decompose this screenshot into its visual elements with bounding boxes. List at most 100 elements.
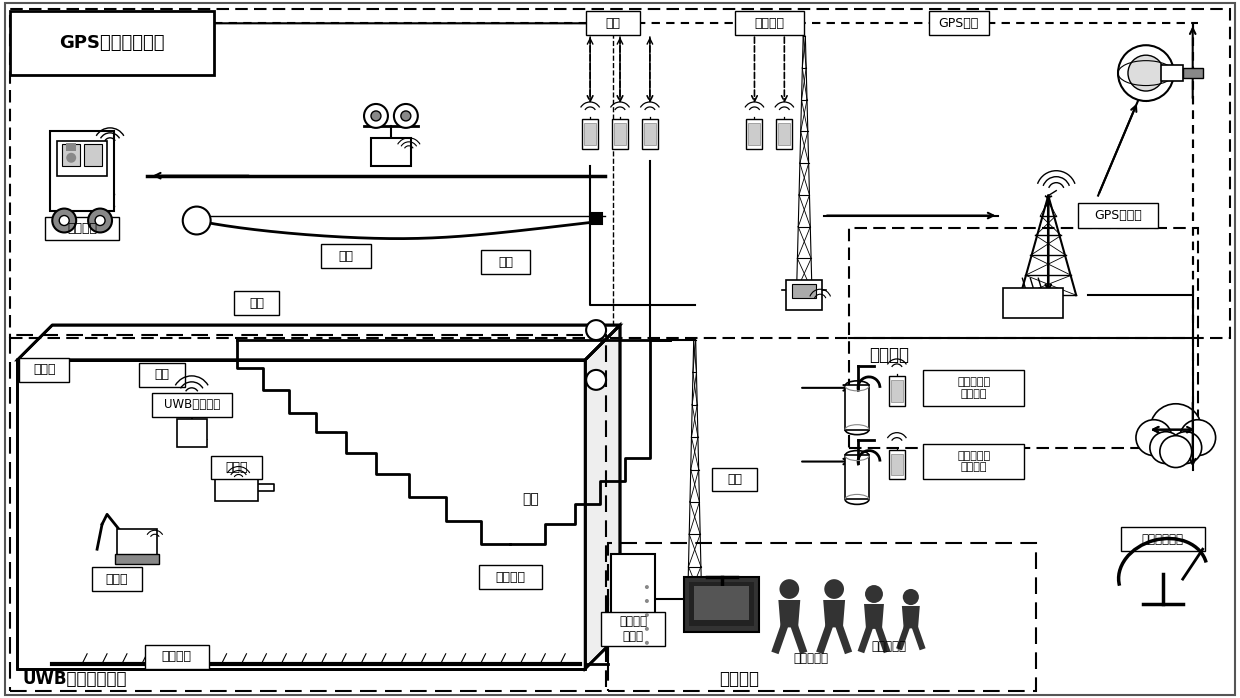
FancyBboxPatch shape xyxy=(10,11,213,75)
Bar xyxy=(590,213,603,225)
FancyBboxPatch shape xyxy=(929,11,988,36)
Bar xyxy=(371,138,410,165)
Text: 振捣机: 振捣机 xyxy=(105,572,128,586)
Circle shape xyxy=(394,104,418,128)
Bar xyxy=(890,454,903,475)
Polygon shape xyxy=(864,604,884,629)
FancyBboxPatch shape xyxy=(151,393,232,417)
Polygon shape xyxy=(901,606,920,628)
Circle shape xyxy=(371,111,381,121)
Bar xyxy=(846,385,869,430)
Text: 缆机副塔: 缆机副塔 xyxy=(754,17,785,30)
FancyBboxPatch shape xyxy=(211,456,263,480)
Circle shape xyxy=(645,613,649,617)
Text: 组合定位: 组合定位 xyxy=(869,346,909,364)
Bar xyxy=(1161,65,1183,81)
Text: 施工管理员: 施工管理员 xyxy=(794,652,828,665)
FancyBboxPatch shape xyxy=(734,11,805,36)
Circle shape xyxy=(825,579,844,599)
FancyBboxPatch shape xyxy=(923,370,1024,406)
Text: 坝体: 坝体 xyxy=(522,492,538,507)
Circle shape xyxy=(645,585,649,589)
Circle shape xyxy=(1136,419,1172,456)
Bar xyxy=(688,582,754,626)
Circle shape xyxy=(365,104,388,128)
Text: 通讯光纤: 通讯光纤 xyxy=(161,651,192,663)
FancyBboxPatch shape xyxy=(1078,202,1158,228)
Text: 通讯光纤: 通讯光纤 xyxy=(496,570,526,584)
Circle shape xyxy=(587,320,606,340)
Circle shape xyxy=(645,627,649,631)
Circle shape xyxy=(587,370,606,390)
Bar xyxy=(746,119,763,149)
Circle shape xyxy=(66,153,76,163)
Text: UWB定位基站: UWB定位基站 xyxy=(164,399,219,411)
Text: 系统用户: 系统用户 xyxy=(719,669,760,688)
Bar xyxy=(613,119,627,149)
Bar xyxy=(786,281,822,310)
Circle shape xyxy=(1159,436,1192,468)
Text: 缆机操纵员: 缆机操纵员 xyxy=(872,640,906,653)
Bar xyxy=(582,119,598,149)
Bar xyxy=(17,360,585,669)
Bar xyxy=(849,228,1198,447)
Bar xyxy=(177,419,207,447)
Bar xyxy=(584,123,596,144)
FancyBboxPatch shape xyxy=(92,567,141,591)
Circle shape xyxy=(1149,403,1202,456)
FancyBboxPatch shape xyxy=(20,358,69,382)
Circle shape xyxy=(1128,55,1164,91)
FancyBboxPatch shape xyxy=(321,244,371,268)
Bar xyxy=(889,376,905,406)
FancyBboxPatch shape xyxy=(712,468,758,491)
Bar xyxy=(62,144,81,165)
Circle shape xyxy=(60,216,69,225)
Bar xyxy=(51,131,114,211)
Text: 浇筑块: 浇筑块 xyxy=(33,364,56,376)
FancyBboxPatch shape xyxy=(145,645,208,669)
FancyBboxPatch shape xyxy=(1121,527,1205,551)
Bar xyxy=(683,577,759,632)
Circle shape xyxy=(903,589,919,605)
Circle shape xyxy=(1169,431,1202,463)
FancyBboxPatch shape xyxy=(139,363,185,387)
Circle shape xyxy=(52,209,76,232)
Circle shape xyxy=(401,111,410,121)
FancyBboxPatch shape xyxy=(46,216,119,240)
Circle shape xyxy=(866,585,883,603)
Text: 缆绳: 缆绳 xyxy=(498,256,513,269)
Bar xyxy=(608,543,1037,690)
Bar xyxy=(10,9,1230,338)
Bar xyxy=(10,335,606,690)
Polygon shape xyxy=(823,600,846,628)
Polygon shape xyxy=(17,325,620,360)
Text: 坝顶: 坝顶 xyxy=(249,297,264,310)
Text: 塔机: 塔机 xyxy=(605,17,620,30)
Text: UWB定位设备布置: UWB定位设备布置 xyxy=(22,669,126,688)
Text: 塔机: 塔机 xyxy=(727,473,742,486)
Bar xyxy=(215,477,258,501)
Polygon shape xyxy=(779,600,800,628)
Bar xyxy=(611,554,655,634)
Circle shape xyxy=(182,207,211,235)
Bar xyxy=(1003,288,1063,318)
FancyBboxPatch shape xyxy=(479,565,542,589)
Bar xyxy=(614,123,626,144)
Bar xyxy=(117,529,156,559)
Circle shape xyxy=(645,599,649,603)
Text: 边坡: 边坡 xyxy=(154,369,170,381)
Bar xyxy=(846,454,869,499)
Text: GPS基准站: GPS基准站 xyxy=(1094,209,1142,222)
Text: 平仓机: 平仓机 xyxy=(226,461,248,474)
Circle shape xyxy=(1118,45,1174,101)
Text: 无线通讯设备: 无线通讯设备 xyxy=(1142,533,1184,546)
Bar xyxy=(889,450,905,480)
Bar xyxy=(115,554,159,564)
Circle shape xyxy=(1179,419,1215,456)
Circle shape xyxy=(95,216,105,225)
Text: GPS定位设备布置: GPS定位设备布置 xyxy=(60,34,165,52)
Text: 缆机吊罐及
定位标签: 缆机吊罐及 定位标签 xyxy=(957,451,991,473)
Bar xyxy=(84,144,102,165)
FancyBboxPatch shape xyxy=(923,444,1024,480)
Text: 缆机主塔: 缆机主塔 xyxy=(67,222,97,235)
